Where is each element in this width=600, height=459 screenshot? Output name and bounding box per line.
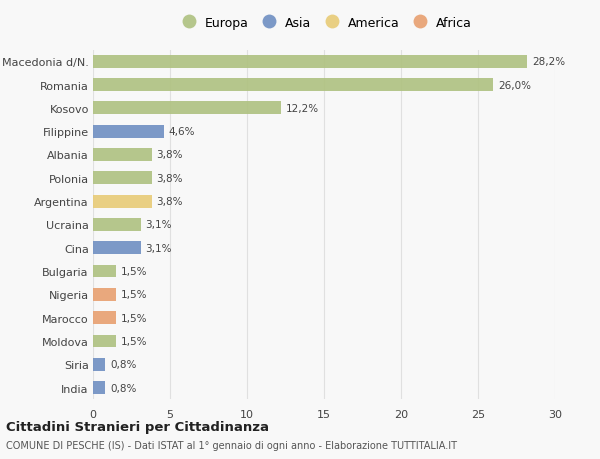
Text: COMUNE DI PESCHE (IS) - Dati ISTAT al 1° gennaio di ogni anno - Elaborazione TUT: COMUNE DI PESCHE (IS) - Dati ISTAT al 1°…: [6, 440, 457, 450]
Bar: [93, 56, 527, 68]
Text: 3,1%: 3,1%: [145, 220, 172, 230]
Text: 12,2%: 12,2%: [286, 104, 319, 114]
Text: 4,6%: 4,6%: [169, 127, 195, 137]
Text: 3,8%: 3,8%: [156, 196, 182, 207]
Text: 1,5%: 1,5%: [121, 266, 147, 276]
Bar: [93, 149, 152, 162]
Text: 3,8%: 3,8%: [156, 150, 182, 160]
Bar: [93, 381, 106, 394]
Text: 28,2%: 28,2%: [532, 57, 565, 67]
Bar: [93, 172, 152, 185]
Text: 1,5%: 1,5%: [121, 313, 147, 323]
Bar: [93, 125, 164, 138]
Bar: [93, 242, 141, 255]
Bar: [93, 79, 493, 92]
Text: 0,8%: 0,8%: [110, 359, 136, 369]
Text: 1,5%: 1,5%: [121, 290, 147, 300]
Bar: [93, 195, 152, 208]
Bar: [93, 358, 106, 371]
Bar: [93, 312, 116, 325]
Text: 0,8%: 0,8%: [110, 383, 136, 393]
Bar: [93, 265, 116, 278]
Legend: Europa, Asia, America, Africa: Europa, Asia, America, Africa: [176, 17, 472, 29]
Bar: [93, 102, 281, 115]
Bar: [93, 335, 116, 347]
Text: 26,0%: 26,0%: [498, 80, 531, 90]
Bar: [93, 218, 141, 231]
Text: Cittadini Stranieri per Cittadinanza: Cittadini Stranieri per Cittadinanza: [6, 420, 269, 433]
Text: 1,5%: 1,5%: [121, 336, 147, 346]
Text: 3,8%: 3,8%: [156, 174, 182, 184]
Text: 3,1%: 3,1%: [145, 243, 172, 253]
Bar: [93, 288, 116, 301]
